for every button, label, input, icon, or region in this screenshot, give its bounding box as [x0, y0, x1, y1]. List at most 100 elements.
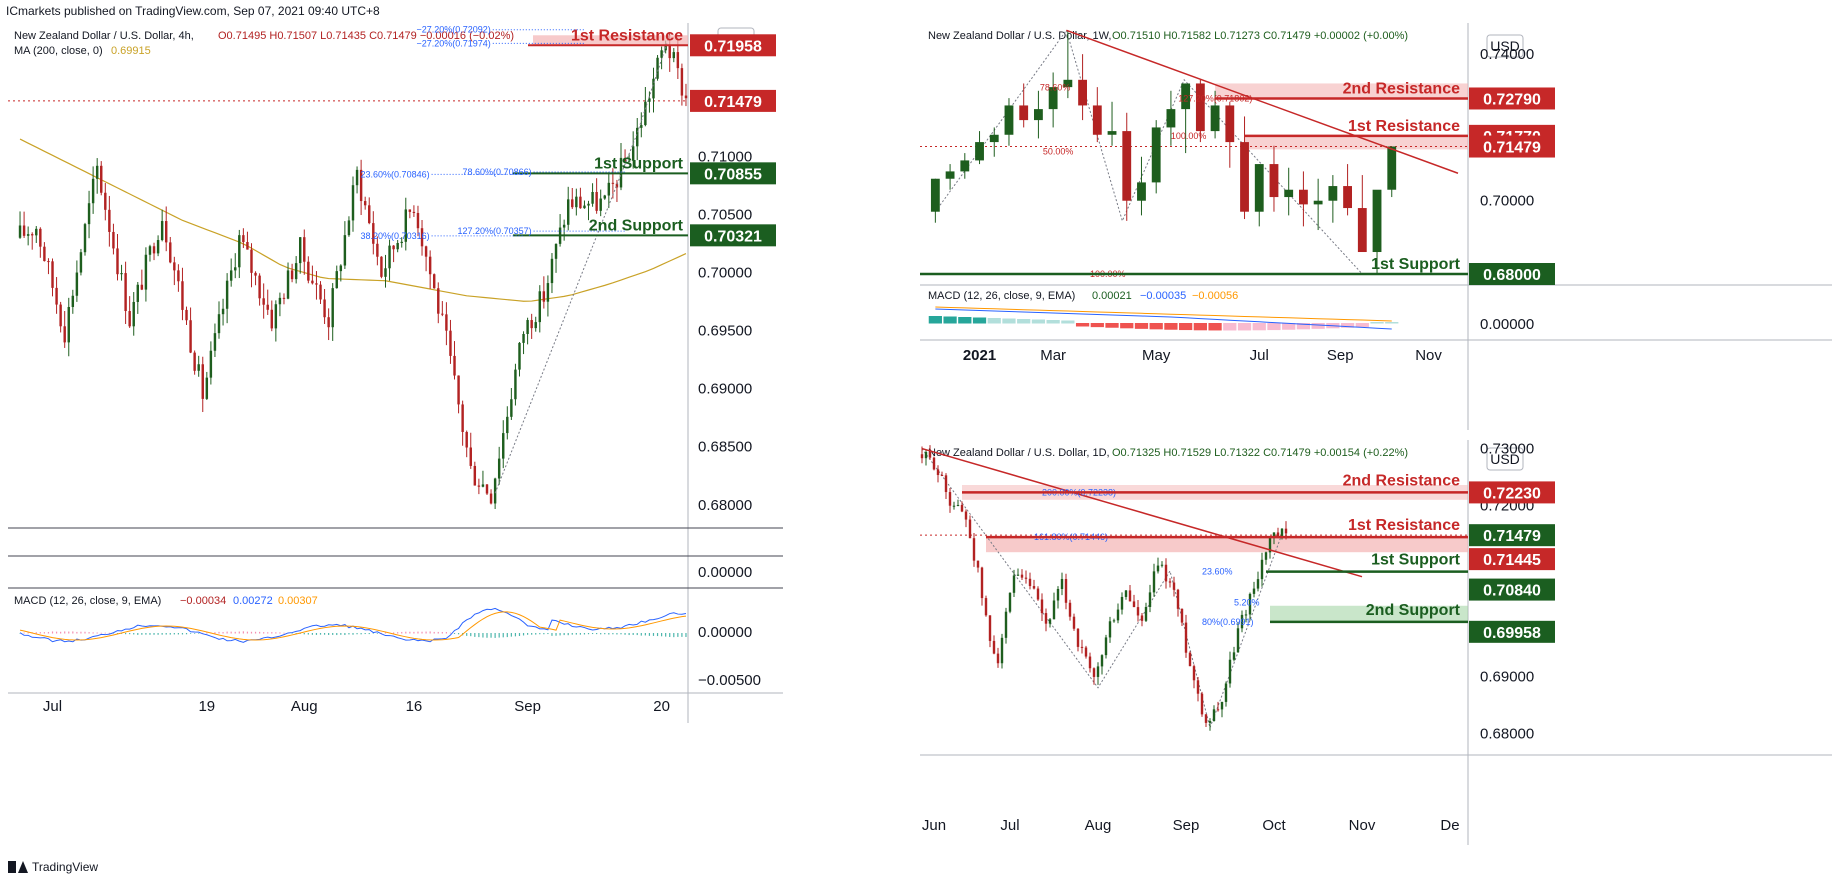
d1-candle-body — [1148, 592, 1152, 607]
w1-candle-body — [1372, 189, 1382, 253]
h4-macd-hist — [656, 633, 659, 637]
h4-candle-body — [473, 465, 477, 486]
h4-candle-body — [672, 52, 676, 59]
w1-candle-body — [1328, 186, 1338, 201]
h4-candle-body — [506, 416, 509, 434]
h4-macd-hist — [64, 631, 66, 634]
d1-fib-label: 5.20% — [1234, 597, 1260, 607]
d1-candle-body — [1188, 652, 1192, 667]
h4-macd-hist — [478, 633, 480, 638]
w1-macd-v2: −0.00035 — [1140, 290, 1186, 302]
h4-candle-body — [242, 235, 245, 242]
h4-macd-hist — [112, 633, 115, 634]
d1-sup2-zone — [1270, 605, 1468, 622]
h4-macd-hist — [449, 632, 452, 634]
w1-macd-hist — [1061, 320, 1075, 324]
w1-macd-hist — [1105, 323, 1119, 328]
h4-candle-body — [193, 352, 196, 371]
h4-candle-body — [55, 287, 58, 305]
h4-macd-hist — [636, 633, 638, 636]
d1-candle-body — [1204, 714, 1208, 723]
w1-macd-hist — [1267, 323, 1281, 331]
h4-macd-hist — [474, 633, 476, 637]
d1-candle-body — [1076, 628, 1080, 647]
d1-candle-body — [1268, 537, 1272, 553]
d1-level-price-bg — [1469, 481, 1555, 504]
h4-candle-body — [327, 317, 330, 328]
d1-candle-body — [1004, 611, 1008, 638]
d1-level-label: 1st Resistance — [1348, 517, 1460, 534]
h4-macd-hist — [242, 631, 244, 634]
h4-macd-hist — [644, 633, 646, 636]
w1-macd-hist — [1296, 323, 1311, 330]
h4-price-tick: 0.69500 — [698, 323, 752, 340]
d1-candle-body — [1068, 602, 1072, 617]
d1-candle-body — [1044, 613, 1048, 624]
h4-candle-body — [497, 458, 501, 479]
d1-chart-panel[interactable]: New Zealand Dollar / U.S. Dollar, 1D, O0.… — [920, 440, 1832, 845]
h4-candle-body — [424, 246, 428, 257]
h4-candle-body — [457, 375, 460, 405]
h4-macd-hist — [555, 633, 557, 636]
d1-candle-body — [1064, 579, 1068, 603]
w1-macd-hist — [1385, 322, 1399, 324]
w1-candle-body — [1181, 83, 1191, 110]
w1-candle-body — [1122, 131, 1132, 201]
h4-macd-hist — [429, 631, 431, 634]
h4-macd-hist — [628, 633, 630, 636]
d1-chart[interactable]: New Zealand Dollar / U.S. Dollar, 1D, O0.… — [920, 440, 1832, 845]
h4-candle-body — [652, 78, 655, 99]
h4-time-tick: 20 — [653, 698, 670, 715]
h4-macd-hist — [96, 632, 98, 634]
h4-chart-panel[interactable]: New Zealand Dollar / U.S. Dollar, 4h, O0.… — [8, 23, 783, 723]
h4-macd-hist — [145, 633, 147, 635]
h4-macd-hist — [506, 633, 508, 638]
w1-chart[interactable]: New Zealand Dollar / U.S. Dollar, 1W, O0.… — [920, 23, 1832, 430]
w1-time-tick: Sep — [1327, 347, 1354, 364]
h4-candle-body — [217, 314, 221, 334]
h4-candle-body — [104, 192, 107, 210]
h4-macd-hist — [417, 631, 419, 634]
w1-res2-zone — [1215, 83, 1468, 99]
w1-level-label: 1st Resistance — [1348, 118, 1460, 135]
h4-macd-hist — [527, 633, 529, 635]
d1-candle-body — [1176, 589, 1180, 609]
h4-candle-body — [428, 256, 432, 275]
d1-candle-body — [960, 504, 964, 512]
h4-candle-body — [571, 199, 574, 208]
h4-candle-body — [164, 221, 168, 243]
h4-macd-hist — [181, 633, 184, 635]
h4-candle-body — [404, 209, 408, 242]
d1-candle-body — [1088, 656, 1092, 669]
h4-macd-hist — [502, 633, 504, 638]
h4-candle-body — [177, 270, 180, 282]
w1-fib-connector — [1065, 30, 1363, 275]
h4-candle-body — [132, 301, 135, 327]
h4-candle-body — [351, 185, 355, 221]
h4-macd-hist — [250, 631, 253, 634]
h4-macd-hist — [498, 633, 500, 638]
d1-candle-body — [1244, 614, 1248, 616]
h4-macd-hist — [559, 633, 561, 636]
h4-candle-body — [303, 237, 306, 262]
h4-candle-body — [108, 209, 111, 232]
h4-macd-hist — [137, 633, 139, 635]
h4-candle-body — [376, 243, 379, 257]
h4-macd-hist — [271, 632, 273, 634]
d1-time-tick: De — [1440, 817, 1459, 834]
h4-macd-hist — [393, 632, 395, 634]
h4-candle-body — [636, 127, 639, 147]
h4-candle-body — [339, 265, 343, 272]
h4-chart[interactable]: New Zealand Dollar / U.S. Dollar, 4h, O0.… — [8, 23, 783, 723]
h4-macd-hist — [616, 633, 618, 635]
d1-level-price: 0.72230 — [1483, 485, 1541, 502]
h4-macd-hist — [518, 633, 521, 637]
d1-candle-body — [1276, 532, 1280, 537]
w1-chart-panel[interactable]: New Zealand Dollar / U.S. Dollar, 1W, O0.… — [920, 23, 1832, 430]
h4-macd-hist — [303, 633, 305, 635]
h4-candle-body — [307, 261, 310, 281]
h4-macd-hist — [149, 633, 151, 635]
h4-candle-body — [416, 212, 420, 229]
h4-candle-body — [408, 209, 412, 212]
d1-candle-body — [1120, 596, 1124, 610]
